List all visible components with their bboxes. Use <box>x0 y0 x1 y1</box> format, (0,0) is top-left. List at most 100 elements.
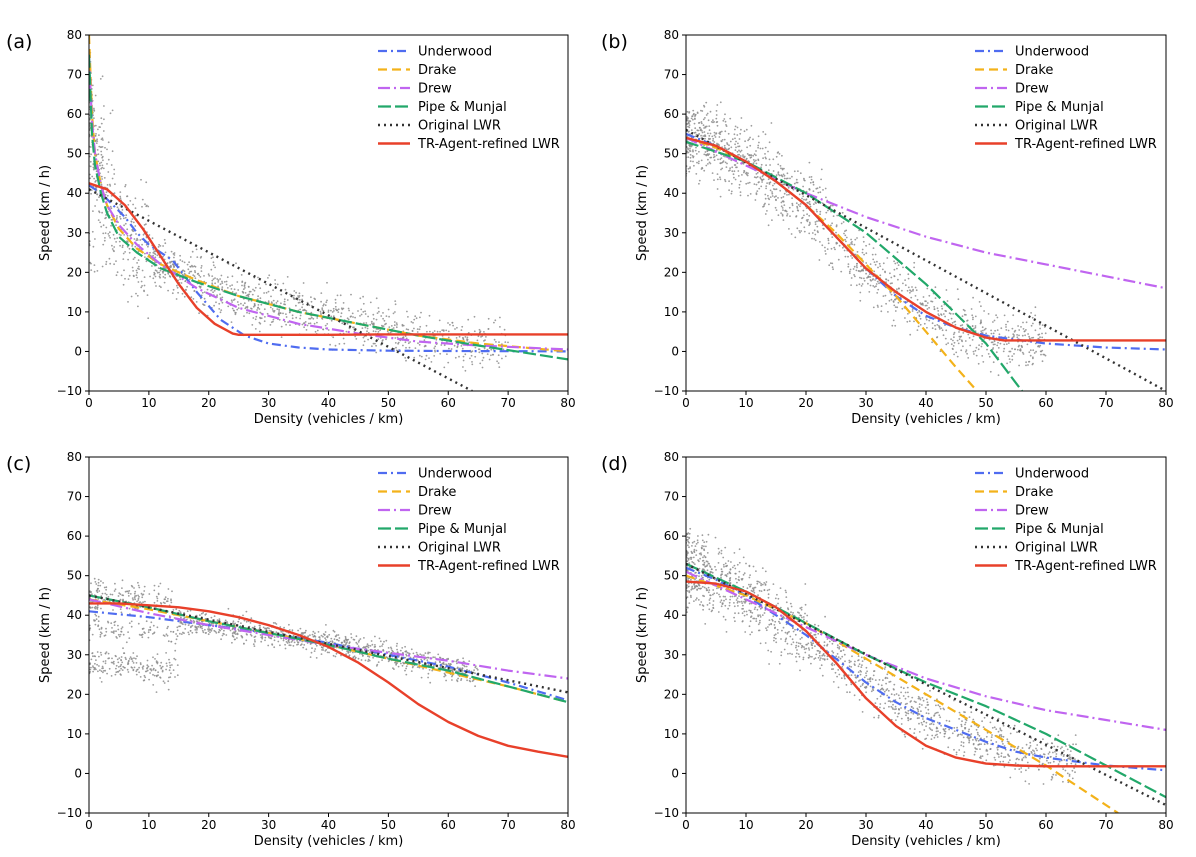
x-tick-label: 20 <box>798 396 813 410</box>
scatter-point <box>150 669 153 672</box>
scatter-point <box>882 262 885 265</box>
scatter-point <box>703 169 706 172</box>
scatter-point <box>474 346 477 349</box>
scatter-point <box>376 663 379 666</box>
scatter-point <box>445 329 448 332</box>
scatter-point <box>744 602 746 604</box>
scatter-point <box>159 245 162 247</box>
scatter-point <box>799 205 801 208</box>
scatter-point <box>364 326 367 329</box>
scatter-point <box>961 324 964 326</box>
scatter-point <box>127 592 130 595</box>
scatter-point <box>221 296 224 299</box>
scatter-point <box>320 634 323 637</box>
scatter-point <box>299 308 301 311</box>
scatter-point <box>765 187 767 190</box>
scatter-point <box>115 671 118 674</box>
y-tick-label: 80 <box>67 28 82 42</box>
scatter-point <box>211 279 214 282</box>
scatter-point <box>98 665 100 667</box>
panel-label: (b) <box>601 31 628 53</box>
scatter-point <box>92 168 95 171</box>
scatter-point <box>210 629 213 632</box>
scatter-point <box>953 331 956 334</box>
scatter-point <box>423 658 426 661</box>
scatter-point <box>113 590 116 592</box>
scatter-point <box>259 297 262 300</box>
scatter-point <box>808 200 811 203</box>
scatter-point <box>843 677 846 680</box>
scatter-point <box>156 271 159 274</box>
scatter-point <box>93 117 95 119</box>
scatter-point <box>791 202 794 205</box>
x-tick-label: 40 <box>321 818 336 832</box>
scatter-point <box>167 680 170 683</box>
scatter-point <box>714 136 717 138</box>
scatter-point <box>315 644 318 647</box>
scatter-point <box>119 191 122 194</box>
scatter-point <box>285 316 288 318</box>
scatter-point <box>295 304 297 307</box>
scatter-point <box>314 648 317 650</box>
scatter-point <box>473 330 476 333</box>
scatter-point <box>791 638 794 641</box>
scatter-point <box>89 607 92 609</box>
scatter-point <box>917 710 920 713</box>
scatter-point <box>273 646 276 649</box>
scatter-point <box>788 206 791 209</box>
scatter-point <box>985 759 988 762</box>
scatter-point <box>155 675 158 678</box>
scatter-point <box>283 626 285 629</box>
scatter-point <box>1016 747 1019 750</box>
scatter-point <box>980 345 983 348</box>
scatter-point <box>176 664 179 666</box>
scatter-point <box>974 326 977 329</box>
scatter-point <box>730 561 732 563</box>
scatter-point <box>293 290 296 292</box>
scatter-point <box>887 311 889 313</box>
scatter-point <box>925 304 928 307</box>
scatter-point <box>123 217 125 220</box>
scatter-point <box>705 540 708 543</box>
scatter-point <box>233 298 236 301</box>
scatter-point <box>178 609 181 612</box>
scatter-point <box>169 664 172 667</box>
scatter-point <box>301 298 303 301</box>
scatter-point <box>762 205 764 208</box>
scatter-point <box>371 323 374 326</box>
scatter-point <box>284 288 287 291</box>
scatter-point <box>122 594 125 597</box>
scatter-point <box>176 263 179 265</box>
scatter-point <box>919 302 922 305</box>
scatter-point <box>836 675 838 678</box>
scatter-point <box>938 705 941 708</box>
scatter-point <box>748 138 750 141</box>
scatter-point <box>758 187 761 190</box>
scatter-point <box>394 303 397 306</box>
scatter-point <box>768 141 771 144</box>
scatter-point <box>854 664 856 666</box>
scatter-point <box>304 321 307 323</box>
scatter-point <box>189 256 192 258</box>
scatter-point <box>167 625 169 628</box>
scatter-point <box>106 148 108 151</box>
scatter-point <box>496 360 498 363</box>
scatter-point <box>232 620 235 623</box>
scatter-point <box>799 203 802 205</box>
scatter-point <box>923 322 926 325</box>
scatter-point <box>210 257 213 260</box>
scatter-point <box>850 238 852 241</box>
scatter-point <box>96 138 98 141</box>
scatter-point <box>226 621 228 623</box>
scatter-point <box>996 344 999 347</box>
scatter-point <box>345 642 348 644</box>
scatter-point <box>237 307 240 309</box>
scatter-point <box>258 308 261 310</box>
scatter-point <box>137 597 140 600</box>
scatter-point <box>109 112 112 115</box>
scatter-point <box>386 656 389 659</box>
scatter-point <box>797 653 800 655</box>
scatter-point <box>875 283 878 285</box>
scatter-point <box>283 298 286 301</box>
scatter-point <box>156 653 159 655</box>
